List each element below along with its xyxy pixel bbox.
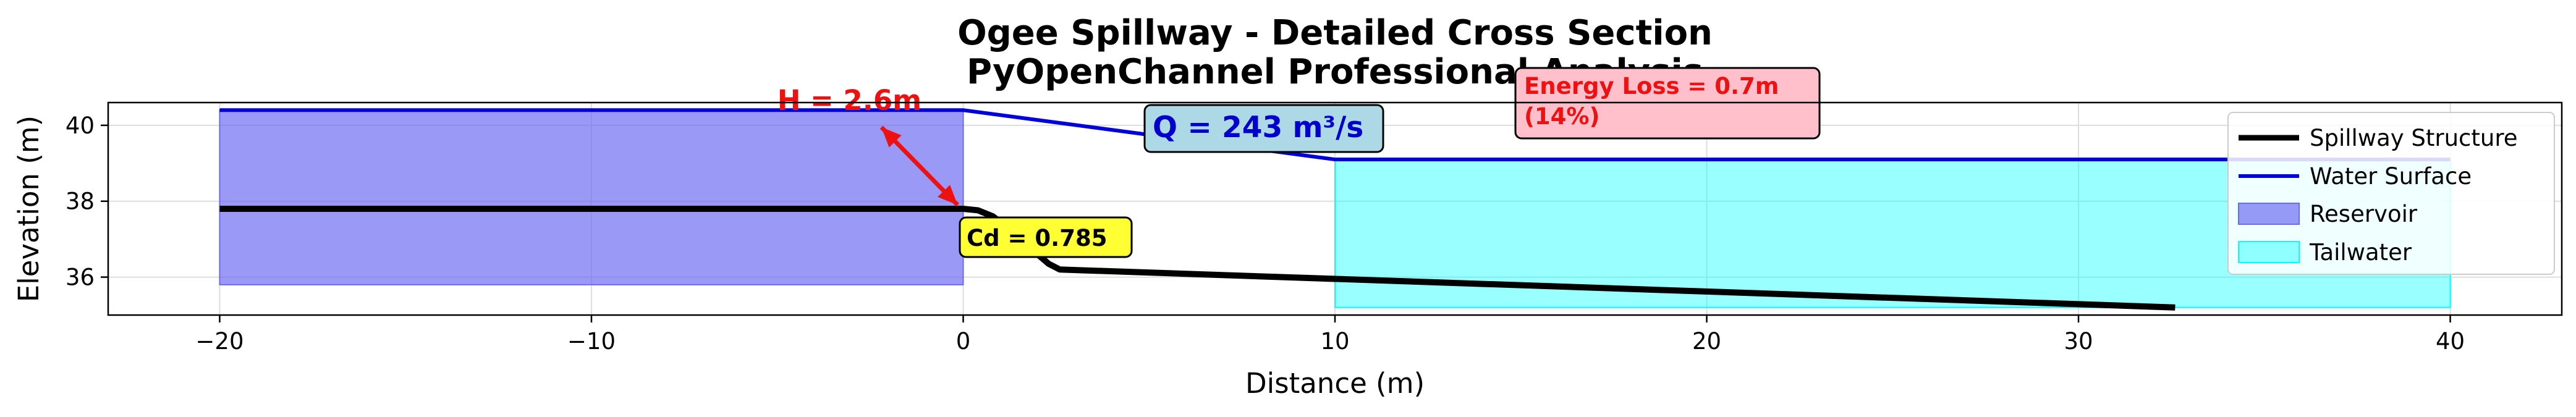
head-arrowhead-lower <box>938 185 958 205</box>
x-tick-label: 0 <box>956 328 971 355</box>
x-tick-label: 40 <box>2436 328 2465 355</box>
x-tick-label: −10 <box>567 328 616 355</box>
energy-loss-label: Energy Loss = 0.7m <box>1524 73 1779 99</box>
y-tick-label: 40 <box>66 112 95 139</box>
x-tick-label: 10 <box>1320 328 1349 355</box>
head-label: H = 2.6m <box>777 84 922 117</box>
legend-swatch-reservoir <box>2238 203 2300 225</box>
x-tick-label: 20 <box>1692 328 1721 355</box>
y-tick-label: 38 <box>66 188 95 215</box>
axis-ticks: −20 −10 0 10 20 30 40 36 38 40 <box>66 112 2465 355</box>
legend-label-spillway: Spillway Structure <box>2310 125 2518 151</box>
x-tick-label: −20 <box>195 328 244 355</box>
legend-label-water-surface: Water Surface <box>2310 163 2472 190</box>
flow-label: Q = 243 m³/s <box>1153 111 1363 145</box>
legend-swatch-tailwater <box>2238 241 2300 263</box>
legend: Spillway Structure Water Surface Reservo… <box>2227 112 2555 275</box>
x-axis-label: Distance (m) <box>1245 367 1425 400</box>
x-tick-label: 30 <box>2064 328 2093 355</box>
annotations: H = 2.6m Q = 243 m³/s Cd = 0.785 Energy Los… <box>777 67 1821 258</box>
cd-label: Cd = 0.785 <box>967 225 1107 251</box>
head-arrowhead-upper <box>881 127 902 148</box>
reservoir-fill <box>219 109 964 285</box>
chart-title: Ogee Spillway - Detailed Cross Section <box>957 13 1713 53</box>
energy-loss-percent: (14%) <box>1524 103 1599 130</box>
cd-box <box>959 216 1133 258</box>
legend-label-tailwater: Tailwater <box>2309 239 2412 266</box>
flow-box <box>1143 104 1384 153</box>
y-axis-label: Elevation (m) <box>12 116 45 302</box>
legend-box <box>2227 112 2555 275</box>
legend-label-reservoir: Reservoir <box>2310 201 2418 227</box>
y-tick-label: 36 <box>66 264 95 291</box>
